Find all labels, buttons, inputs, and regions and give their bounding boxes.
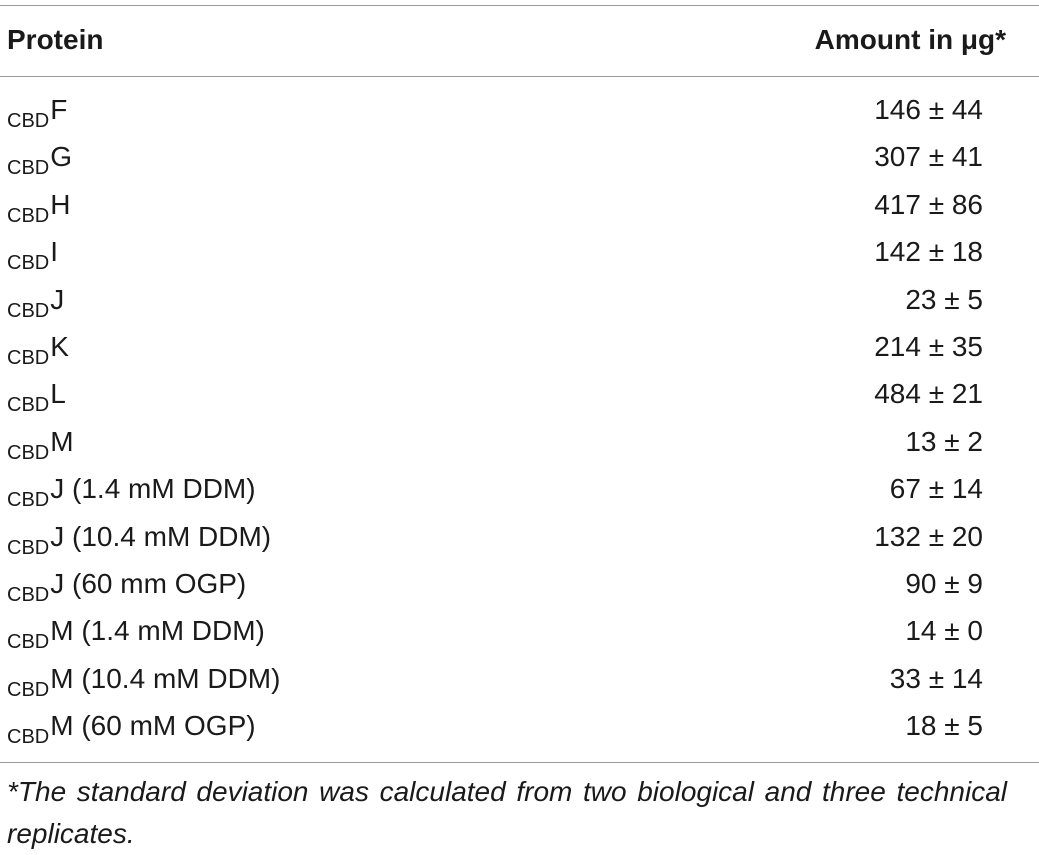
- protein-name: M (60 mM OGP): [50, 710, 256, 742]
- protein-cell: CBDM: [7, 425, 74, 464]
- protein-subscript: CBD: [7, 489, 50, 512]
- protein-cell: CBDI: [7, 236, 59, 274]
- protein-subscript: CBD: [7, 726, 50, 749]
- amount-cell: 307 ± 41: [874, 141, 983, 173]
- protein-subscript: CBD: [7, 252, 50, 275]
- protein-subscript: CBD: [7, 110, 50, 132]
- protein-subscript: CBD: [7, 394, 50, 417]
- protein-subscript: CBD: [7, 157, 50, 180]
- amount-cell: 23 ± 5: [905, 283, 983, 315]
- protein-name: I: [50, 236, 59, 268]
- protein-subscript: CBD: [7, 441, 50, 464]
- protein-subscript: CBD: [7, 678, 50, 701]
- table-body: CBDF 146 ± 44 CBDG 307 ± 41 CBDH 417 ± 86 CBDI…: [0, 88, 1039, 751]
- column-header-amount: Amount in μg*: [814, 24, 1006, 55]
- table-row: CBDJ (1.4 mM DDM) 67 ± 14: [0, 467, 1039, 514]
- amount-cell: 18 ± 5: [905, 710, 983, 742]
- protein-name: M: [50, 425, 74, 457]
- amount-cell: 146 ± 44: [874, 94, 983, 125]
- protein-cell: CBDM (10.4 mM DDM): [7, 662, 281, 701]
- column-header-protein: Protein: [7, 24, 104, 55]
- protein-subscript: CBD: [7, 631, 50, 654]
- table-row: CBDI 142 ± 18: [0, 230, 1039, 277]
- protein-name: K: [50, 330, 69, 362]
- amount-cell: 142 ± 18: [874, 236, 983, 268]
- protein-name: F: [50, 94, 68, 125]
- protein-cell: CBDM (1.4 mM DDM): [7, 615, 265, 653]
- table-top-rule: [0, 5, 1039, 6]
- amount-cell: 417 ± 86: [874, 188, 983, 220]
- protein-subscript: CBD: [7, 299, 50, 322]
- protein-name: H: [50, 188, 71, 220]
- protein-name: J (1.4 mM DDM): [50, 473, 256, 505]
- protein-subscript: CBD: [7, 204, 50, 227]
- amount-cell: 67 ± 14: [889, 473, 983, 505]
- table-row: CBDK 214 ± 35: [0, 325, 1039, 372]
- protein-cell: CBDL: [7, 378, 66, 416]
- table-row: CBDF 146 ± 44: [0, 88, 1039, 135]
- protein-subscript: CBD: [7, 583, 50, 606]
- table-row: CBDL 484 ± 21: [0, 372, 1039, 419]
- table-row: CBDG 307 ± 41: [0, 135, 1039, 182]
- amount-cell: 132 ± 20: [874, 520, 983, 552]
- protein-cell: CBDK: [7, 330, 69, 369]
- table-row: CBDM (10.4 mM DDM) 33 ± 14: [0, 657, 1039, 704]
- table-row: CBDJ (60 mm OGP) 90 ± 9: [0, 562, 1039, 609]
- protein-name: L: [50, 378, 66, 410]
- table-row: CBDH 417 ± 86: [0, 183, 1039, 230]
- table-header-rule: [0, 76, 1039, 77]
- protein-name: J: [50, 283, 65, 315]
- table-row: CBDM (1.4 mM DDM) 14 ± 0: [0, 609, 1039, 656]
- protein-cell: CBDJ (10.4 mM DDM): [7, 520, 272, 559]
- amount-cell: 14 ± 0: [905, 615, 983, 647]
- amount-cell: 90 ± 9: [905, 567, 983, 599]
- table-row: CBDJ (10.4 mM DDM) 132 ± 20: [0, 515, 1039, 562]
- protein-name: J (10.4 mM DDM): [50, 520, 272, 552]
- protein-subscript: CBD: [7, 346, 50, 369]
- table-header-row: Protein Amount in μg*: [0, 24, 1039, 64]
- protein-cell: CBDH: [7, 188, 71, 227]
- table-bottom-rule: [0, 762, 1039, 763]
- protein-cell: CBDJ: [7, 283, 65, 322]
- protein-cell: CBDM (60 mM OGP): [7, 710, 256, 748]
- protein-name: J (60 mm OGP): [50, 567, 247, 599]
- protein-cell: CBDG: [7, 141, 73, 179]
- amount-cell: 33 ± 14: [889, 662, 983, 694]
- protein-name: M (10.4 mM DDM): [50, 662, 281, 694]
- table-row: CBDM 13 ± 2: [0, 420, 1039, 467]
- protein-name: G: [50, 141, 73, 173]
- protein-cell: CBDF: [7, 94, 68, 132]
- table-footnote: *The standard deviation was calculated f…: [7, 776, 1007, 849]
- table-row: CBDM (60 mM OGP) 18 ± 5: [0, 704, 1039, 751]
- protein-cell: CBDJ (1.4 mM DDM): [7, 473, 256, 511]
- protein-subscript: CBD: [7, 536, 50, 559]
- protein-cell: CBDJ (60 mm OGP): [7, 567, 247, 606]
- amount-cell: 214 ± 35: [874, 330, 983, 362]
- table-row: CBDJ 23 ± 5: [0, 278, 1039, 325]
- protein-name: M (1.4 mM DDM): [50, 615, 265, 647]
- amount-cell: 484 ± 21: [874, 378, 983, 410]
- amount-cell: 13 ± 2: [905, 425, 983, 457]
